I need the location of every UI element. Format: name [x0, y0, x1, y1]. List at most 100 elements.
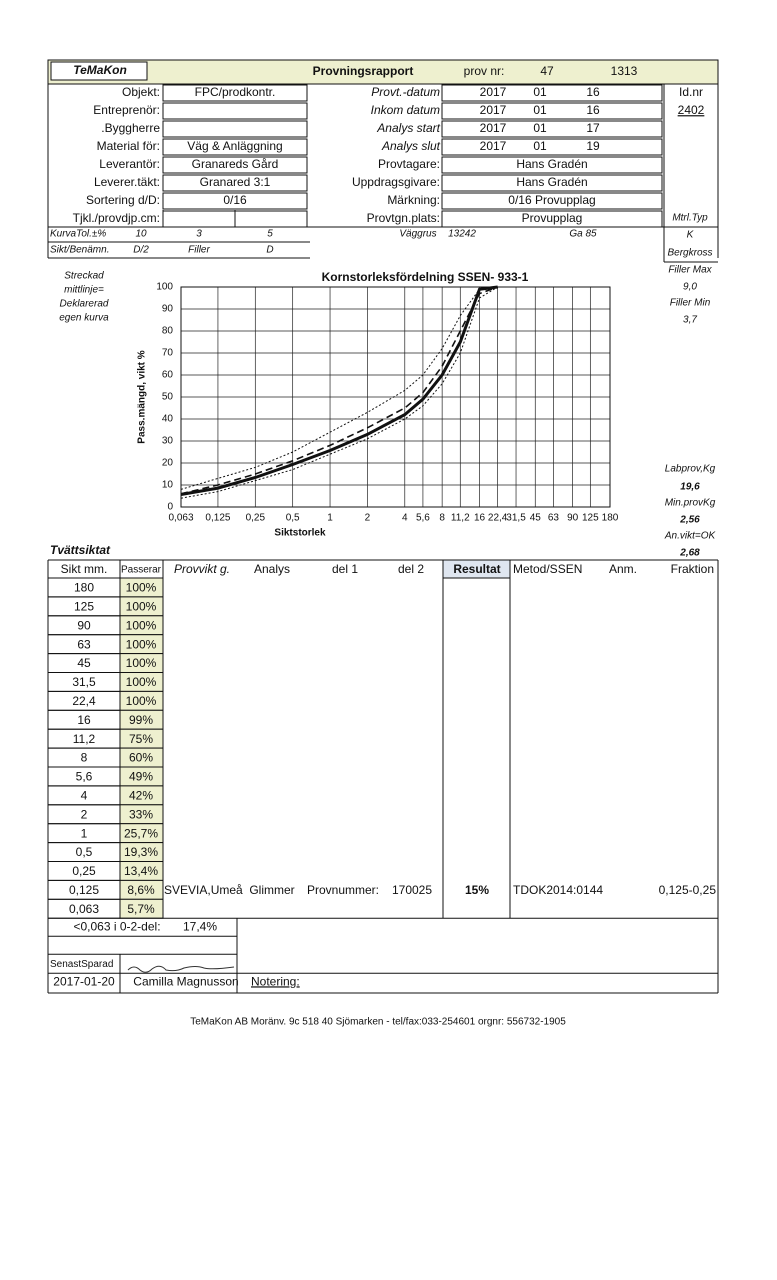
sieve-size: 125 [74, 600, 94, 614]
side-item: 9,0 [683, 282, 697, 293]
footer-text: TeMaKon AB Moränv. 9c 518 40 Sjömarken -… [190, 1017, 566, 1028]
y-tick-label: 80 [162, 326, 174, 337]
passing-percent: 42% [129, 789, 153, 803]
y-tick-label: 40 [162, 414, 174, 425]
column-header: Resultat [453, 562, 500, 576]
sieve-size: 31,5 [72, 675, 96, 689]
y-tick-label: 30 [162, 436, 174, 447]
id-label: Id.nr [679, 85, 703, 99]
sieve-size: 0,5 [76, 845, 93, 859]
chart-note: egen kurva [59, 313, 109, 324]
signer-name: Camilla Magnusson [133, 974, 238, 988]
x-tick-label: 90 [567, 513, 579, 524]
x-tick-label: 45 [530, 513, 542, 524]
material: Väggrus [399, 229, 436, 240]
detail-analysis: Glimmer [249, 883, 294, 897]
x-tick-label: 22,4 [488, 513, 508, 524]
sieve-size: 11,2 [73, 732, 96, 746]
series-line [180, 286, 498, 499]
column-header: Analys [254, 562, 290, 576]
field-label: Provt.-datum [371, 85, 440, 99]
passing-percent: 5,7% [127, 902, 155, 916]
sieve-size: 180 [74, 581, 94, 595]
date-month: 01 [533, 139, 547, 153]
column-header: Provvikt g. [174, 562, 230, 576]
detail-label: Provnummer: [307, 883, 379, 897]
side-item: An.vikt=OK [664, 531, 717, 542]
date-month: 01 [533, 121, 547, 135]
detail-result: 15% [465, 883, 489, 897]
x-tick-label: 16 [474, 513, 486, 524]
x-tick-label: 63 [548, 513, 560, 524]
y-tick-label: 10 [162, 480, 174, 491]
side-item: Mtrl.Typ [672, 213, 708, 224]
field-label: Märkning: [387, 193, 440, 207]
designation-value: D [266, 245, 273, 256]
designation-label: Sikt/Benämn. [50, 245, 109, 256]
sieve-size: 0,125 [69, 883, 99, 897]
x-tick-label: 0,5 [286, 513, 300, 524]
field-value: FPC/prodkontr. [195, 85, 276, 99]
field-label: Objekt: [122, 85, 160, 99]
field-value: Provupplag [522, 211, 583, 225]
x-tick-label: 0,063 [168, 513, 193, 524]
sieve-size: 0,063 [69, 902, 99, 916]
chart-note: mittlinje= [64, 285, 104, 296]
date-year: 2017 [480, 85, 507, 99]
field-label: Provtagare: [378, 157, 440, 171]
field-cell [441, 192, 663, 210]
sieve-size: 0,25 [72, 864, 96, 878]
x-tick-label: 2 [365, 513, 371, 524]
sieve-size: 5,6 [76, 770, 93, 784]
passing-percent: 60% [129, 751, 153, 765]
field-label: Sortering d/D: [86, 193, 160, 207]
sieve-size: 45 [77, 656, 91, 670]
passing-percent: 25,7% [124, 826, 158, 840]
field-value: Granareds Gård [192, 157, 279, 171]
column-header: Passerar [121, 565, 162, 576]
passing-percent: 100% [126, 600, 157, 614]
y-axis-label: Pass.mängd, vikt % [137, 350, 148, 443]
field-label: Analys slut [381, 139, 441, 153]
field-cell [441, 156, 663, 174]
x-axis-label: Siktstorlek [274, 528, 326, 539]
side-item: Labprov,Kg [665, 464, 716, 475]
series-line [180, 286, 498, 490]
logo: TeMaKon [73, 63, 127, 77]
field-cell [162, 84, 308, 102]
field-cell [441, 120, 663, 138]
side-item: 2,56 [679, 515, 700, 526]
x-tick-label: 1 [327, 513, 333, 524]
field-cell [162, 192, 308, 210]
side-item: 19,6 [680, 482, 700, 493]
passing-percent: 8,6% [127, 883, 155, 897]
field-cell [162, 156, 308, 174]
field-cell [162, 102, 308, 120]
field-label: Analys start [376, 121, 440, 135]
date-year: 2017 [480, 103, 507, 117]
passing-percent: 75% [129, 732, 153, 746]
field-label: Inkom datum [371, 103, 440, 117]
saved-date: 2017-01-20 [53, 974, 115, 988]
field-cell [441, 138, 663, 156]
notes-label: Notering: [251, 974, 300, 988]
section-title: Tvättsiktat [50, 543, 111, 557]
passing-percent: 49% [129, 770, 153, 784]
date-day: 17 [586, 121, 600, 135]
x-tick-label: 11,2 [451, 513, 470, 524]
passing-percent: 100% [126, 618, 157, 632]
field-cell [162, 138, 308, 156]
date-year: 2017 [480, 139, 507, 153]
sieve-size: 8 [81, 751, 88, 765]
x-tick-label: 31,5 [506, 513, 526, 524]
detail-method: TDOK2014:0144 [513, 883, 603, 897]
ga-value: Ga 85 [569, 229, 597, 240]
tolerance-value: 5 [267, 229, 273, 240]
field-value: Hans Gradén [516, 175, 587, 189]
field-value: Granared 3:1 [200, 175, 271, 189]
date-day: 16 [586, 85, 600, 99]
header-bar [47, 59, 719, 85]
field-cell [441, 174, 663, 192]
